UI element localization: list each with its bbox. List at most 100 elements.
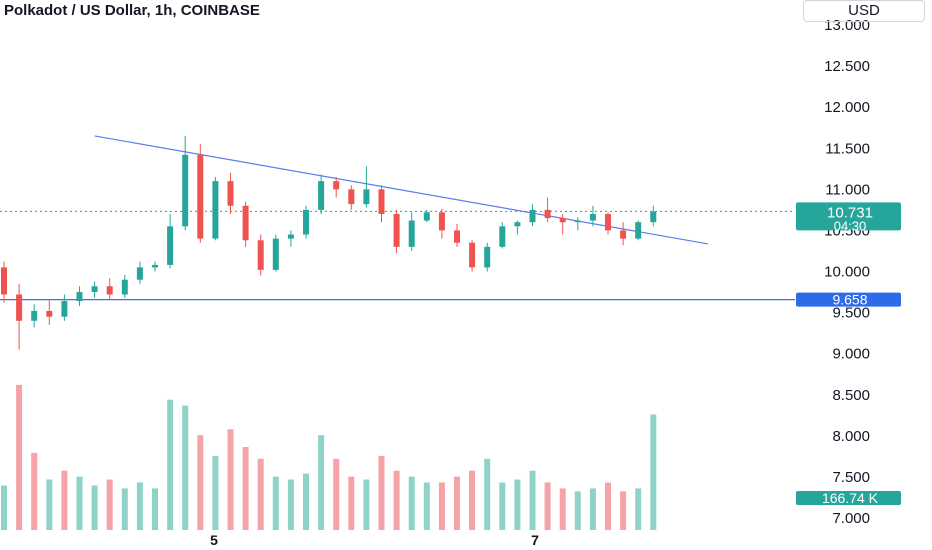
volume-bar	[348, 476, 355, 530]
candle[interactable]	[197, 144, 204, 243]
candle[interactable]	[514, 220, 521, 235]
candle[interactable]	[363, 166, 370, 208]
candle[interactable]	[227, 172, 234, 214]
price-axis[interactable]: 13.00012.50012.00011.50011.00010.50010.0…	[824, 17, 870, 527]
volume-bar	[589, 488, 596, 530]
candle[interactable]	[484, 242, 491, 272]
price-tick-label: 10.000	[824, 264, 870, 281]
candle[interactable]	[348, 185, 355, 210]
candle[interactable]	[121, 274, 128, 298]
candle-body	[46, 310, 53, 317]
candle[interactable]	[303, 205, 309, 239]
volume-bar	[1, 485, 7, 530]
volume-bar	[620, 491, 627, 530]
volume-bar	[272, 476, 279, 530]
candle[interactable]	[152, 261, 158, 272]
candle-body	[227, 181, 234, 206]
candle[interactable]	[393, 209, 400, 254]
candle-body	[484, 246, 491, 268]
candle[interactable]	[499, 222, 506, 249]
price-tick-label: 11.000	[825, 181, 870, 198]
candle[interactable]	[589, 205, 596, 227]
candle[interactable]	[46, 299, 53, 325]
candle-body	[212, 181, 219, 239]
volume-bar	[303, 473, 309, 530]
candle[interactable]	[61, 294, 68, 321]
volume-bar	[514, 479, 521, 530]
candle[interactable]	[182, 135, 189, 231]
candle-body	[318, 181, 325, 210]
candle[interactable]	[257, 234, 264, 276]
candle-body	[393, 213, 400, 247]
candle[interactable]	[333, 177, 340, 198]
candle-body	[635, 222, 642, 239]
price-tick-label: 7.000	[832, 510, 870, 527]
candle[interactable]	[76, 286, 83, 307]
candle-body	[182, 154, 189, 227]
candle[interactable]	[620, 222, 627, 246]
candle[interactable]	[31, 304, 38, 328]
candle[interactable]	[635, 220, 642, 241]
candle-body	[514, 222, 521, 227]
candle-body	[348, 189, 355, 205]
candle[interactable]	[287, 230, 294, 247]
candle-body	[197, 154, 204, 239]
candle[interactable]	[212, 177, 219, 241]
volume-bar	[574, 491, 581, 530]
volume-bar	[393, 470, 400, 530]
candle-body	[333, 181, 340, 190]
candle[interactable]	[423, 209, 430, 223]
candle[interactable]	[438, 209, 445, 239]
candle[interactable]	[529, 204, 536, 227]
candle-body	[257, 240, 264, 270]
chart-title: Polkadot / US Dollar, 1h, COINBASE	[4, 2, 260, 19]
candle[interactable]	[574, 217, 581, 231]
candle[interactable]	[559, 213, 566, 235]
candle-body	[529, 209, 536, 223]
price-tick-label: 11.500	[825, 140, 870, 157]
candle-body	[650, 211, 657, 223]
volume-bar	[76, 476, 83, 530]
volume-badge-bg	[796, 491, 901, 505]
volume-bar	[544, 482, 551, 530]
candle[interactable]	[318, 174, 325, 214]
candle[interactable]	[167, 213, 174, 269]
candle-body	[242, 205, 249, 241]
candle-body	[287, 234, 294, 239]
candlesticks[interactable]	[1, 135, 657, 350]
candle[interactable]	[91, 281, 98, 298]
candle[interactable]	[605, 212, 611, 235]
candle-body	[61, 301, 68, 317]
candle[interactable]	[242, 201, 249, 247]
candle-body	[91, 286, 98, 293]
volume-bar	[16, 384, 23, 530]
last-price-badge-text: 10.731	[827, 204, 873, 221]
candle[interactable]	[16, 283, 23, 350]
volume-bar	[469, 470, 476, 530]
candle-body	[31, 310, 38, 321]
candle[interactable]	[136, 261, 143, 284]
volume-bar	[454, 476, 460, 530]
candle[interactable]	[544, 197, 551, 223]
candle[interactable]	[106, 278, 113, 300]
volume-bar	[408, 476, 415, 530]
candle-body	[1, 267, 7, 295]
candle-body	[469, 242, 476, 268]
volume-bar	[378, 455, 385, 530]
volume-bar	[197, 435, 204, 530]
candle-body	[559, 218, 566, 223]
level-price-badge: 9.658	[796, 292, 901, 308]
candle[interactable]	[650, 205, 657, 227]
candle[interactable]	[408, 212, 415, 251]
candle-body	[605, 213, 611, 231]
candle[interactable]	[272, 234, 279, 272]
candle[interactable]	[469, 240, 476, 272]
candle[interactable]	[378, 185, 385, 223]
candle[interactable]	[454, 223, 460, 247]
price-tick-label: 8.500	[832, 387, 870, 404]
candle[interactable]	[1, 261, 7, 303]
price-tick-label: 8.000	[832, 428, 870, 445]
currency-selector[interactable]: USD	[803, 0, 925, 22]
